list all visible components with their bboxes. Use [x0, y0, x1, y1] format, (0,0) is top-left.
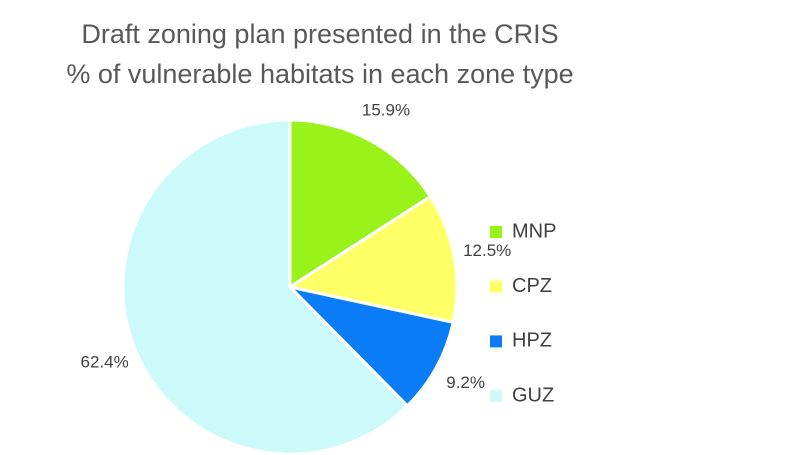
legend-swatch: [490, 226, 502, 238]
chart-subtitle: % of vulnerable habitats in each zone ty…: [66, 59, 573, 89]
chart-title: Draft zoning plan presented in the CRIS: [81, 19, 558, 49]
legend-label: MNP: [512, 220, 556, 242]
legend-swatch: [490, 335, 502, 348]
legend-swatch: [490, 280, 502, 293]
pie-slice: [288, 118, 433, 290]
legend-label: CPZ: [512, 275, 552, 297]
pie-slice: [285, 284, 455, 408]
legend-swatch: [490, 390, 502, 403]
data-label: 9.2%: [446, 373, 485, 392]
legend-label: GUZ: [512, 384, 554, 406]
data-label: 12.5%: [463, 241, 511, 260]
pie-slice: [121, 118, 410, 455]
data-label: 62.4%: [81, 353, 129, 372]
pie-slice: [286, 194, 459, 325]
legend-label: HPZ: [512, 330, 552, 352]
data-label: 15.9%: [362, 101, 410, 120]
